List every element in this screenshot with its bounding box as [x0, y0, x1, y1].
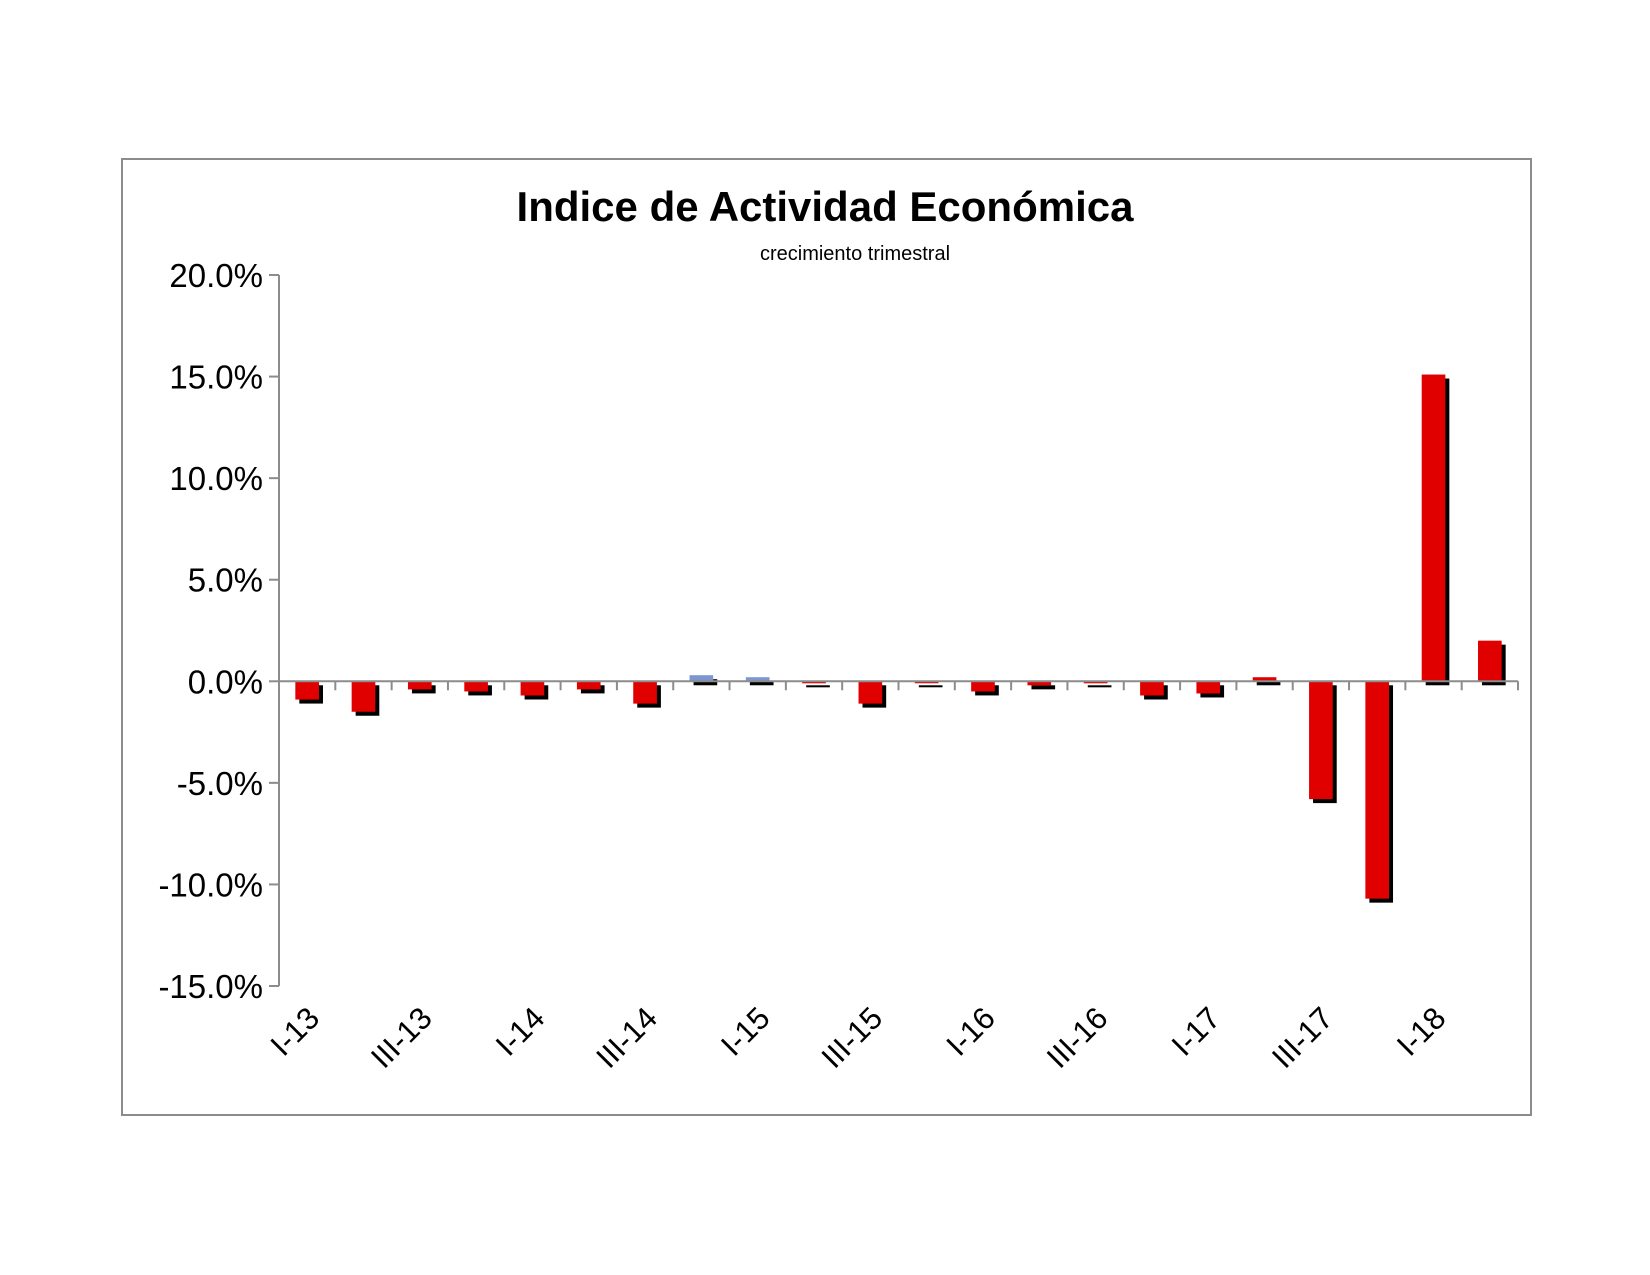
bar-III-13 — [407, 681, 432, 690]
y-tick-label: 10.0% — [169, 460, 263, 497]
y-tick-label: -15.0% — [158, 968, 263, 1005]
bar-IV-13 — [464, 681, 488, 692]
bar-series — [295, 374, 1506, 903]
bar-shadow — [1256, 681, 1281, 686]
bar-III-14 — [633, 681, 657, 704]
bar-II-14 — [576, 681, 601, 690]
bar-I-17 — [1196, 681, 1221, 694]
x-tick-label: I-18 — [1390, 1000, 1453, 1063]
x-tick-label: I-15 — [714, 1000, 777, 1063]
bar-I-14 — [520, 681, 545, 696]
bar-I-18 — [1421, 374, 1446, 682]
y-tick-label: 5.0% — [188, 562, 263, 599]
chart-title: Indice de Actividad Económica — [516, 183, 1134, 230]
bar-III-17 — [1309, 681, 1333, 800]
x-tick-label: I-14 — [489, 1000, 552, 1063]
bar-shadow — [806, 685, 830, 688]
bar-shadow — [749, 681, 774, 686]
bar-II-18 — [1478, 640, 1502, 682]
bar-IV-16 — [1140, 681, 1164, 696]
x-tick-label: I-16 — [939, 1000, 1002, 1063]
x-tick-label: III-13 — [364, 1000, 439, 1075]
bar-shadow — [918, 685, 943, 688]
bar-III-16 — [1083, 681, 1108, 684]
bar-III-15 — [858, 681, 883, 704]
bar-I-13 — [295, 681, 319, 700]
x-tick-label: I-17 — [1165, 1000, 1228, 1063]
y-tick-label: -5.0% — [177, 765, 263, 802]
bar-II-13 — [351, 681, 376, 712]
y-tick-label: 0.0% — [188, 663, 263, 700]
bar-IV-17 — [1365, 681, 1390, 899]
chart-frame — [121, 158, 1532, 1116]
y-tick-label: 20.0% — [169, 257, 263, 294]
y-axis: 20.0% 15.0% 10.0% 5.0% 0.0% -5.0% -10.0% -15.0% — [158, 257, 280, 1005]
x-tick-label: III-16 — [1040, 1000, 1115, 1075]
bar-I-16 — [971, 681, 995, 692]
chart-subtitle: crecimiento trimestral — [759, 243, 951, 265]
x-tick-label: III-14 — [589, 1000, 664, 1075]
x-tick-label: III-17 — [1265, 1000, 1340, 1075]
bar-IV-14 — [689, 675, 714, 682]
bar-I-15 — [745, 677, 770, 682]
bar-II-16 — [1027, 681, 1052, 686]
y-tick-label: -10.0% — [158, 866, 263, 903]
bar-shadow — [1087, 685, 1112, 688]
bar-II-15 — [802, 681, 826, 684]
bar-II-17 — [1252, 677, 1277, 682]
x-tick-label: III-15 — [815, 1000, 890, 1075]
x-tick-label: I-13 — [264, 1000, 327, 1063]
y-tick-label: 15.0% — [169, 359, 263, 396]
bar-shadow — [1031, 685, 1056, 690]
